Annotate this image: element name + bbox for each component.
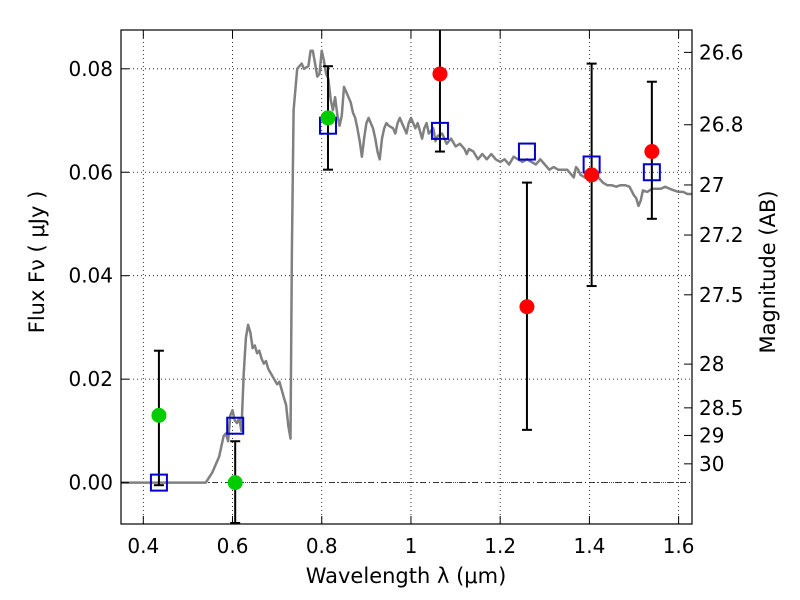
model-photometry-square: [517, 142, 536, 161]
x-tick-label: 0.6: [217, 534, 249, 558]
y2-axis-label: Magnitude (AB): [756, 190, 780, 353]
red-data-point: [432, 66, 448, 82]
plot-frame: [120, 29, 693, 525]
model-photometry-square: [149, 473, 168, 492]
y-tick-label: 0.04: [68, 264, 113, 288]
y2-tick-label: 29: [699, 423, 724, 447]
y-tick-label: 0.08: [68, 57, 113, 81]
model-photometry-square: [430, 121, 449, 140]
y-tick-label: 0.06: [68, 160, 113, 184]
x-tick-label: 0.4: [127, 534, 159, 558]
x-tick-label: 0.8: [306, 534, 338, 558]
y2-tick-label: 28: [699, 352, 724, 376]
x-tick-label: 1: [405, 534, 418, 558]
sed-model-line: [121, 49, 692, 484]
x-tick-label: 1.4: [573, 534, 605, 558]
data-markers: [149, 66, 661, 492]
y2-tick-label: 27: [699, 173, 724, 197]
plot-area: [121, 49, 692, 484]
y2-tick-label: 30: [699, 452, 724, 476]
y-axis-label: Flux Fν ( μJy ): [25, 191, 49, 334]
y2-tick-label: 28.5: [699, 396, 744, 420]
red-data-point: [519, 299, 535, 315]
model-photometry-square: [642, 163, 661, 182]
axis-ticks: [121, 30, 692, 524]
x-tick-label: 1.2: [484, 534, 516, 558]
x-tick-label: 1.6: [663, 534, 695, 558]
y2-tick-label: 27.5: [699, 283, 744, 307]
green-data-point: [151, 407, 167, 423]
y-tick-label: 0.00: [68, 471, 113, 495]
green-data-point: [320, 110, 336, 126]
y2-tick-labels: 26.6 26.8 27 27.2 27.5 28 28.5 29 30: [699, 40, 744, 475]
y-tick-labels: 0.00 0.02 0.04 0.06 0.08: [68, 57, 113, 495]
model-photometry-square: [226, 416, 245, 435]
y2-tick-label: 27.2: [699, 223, 744, 247]
green-data-point: [227, 475, 243, 491]
red-data-point: [644, 144, 660, 160]
x-axis-label: Wavelength λ (μm): [306, 564, 507, 588]
y-tick-label: 0.02: [68, 367, 113, 391]
y2-tick-label: 26.6: [699, 40, 744, 64]
plot-background: [121, 30, 692, 524]
y2-tick-label: 26.8: [699, 113, 744, 137]
red-data-point: [584, 167, 600, 183]
x-tick-labels: 0.4 0.6 0.8 1 1.2 1.4 1.6: [127, 534, 694, 558]
